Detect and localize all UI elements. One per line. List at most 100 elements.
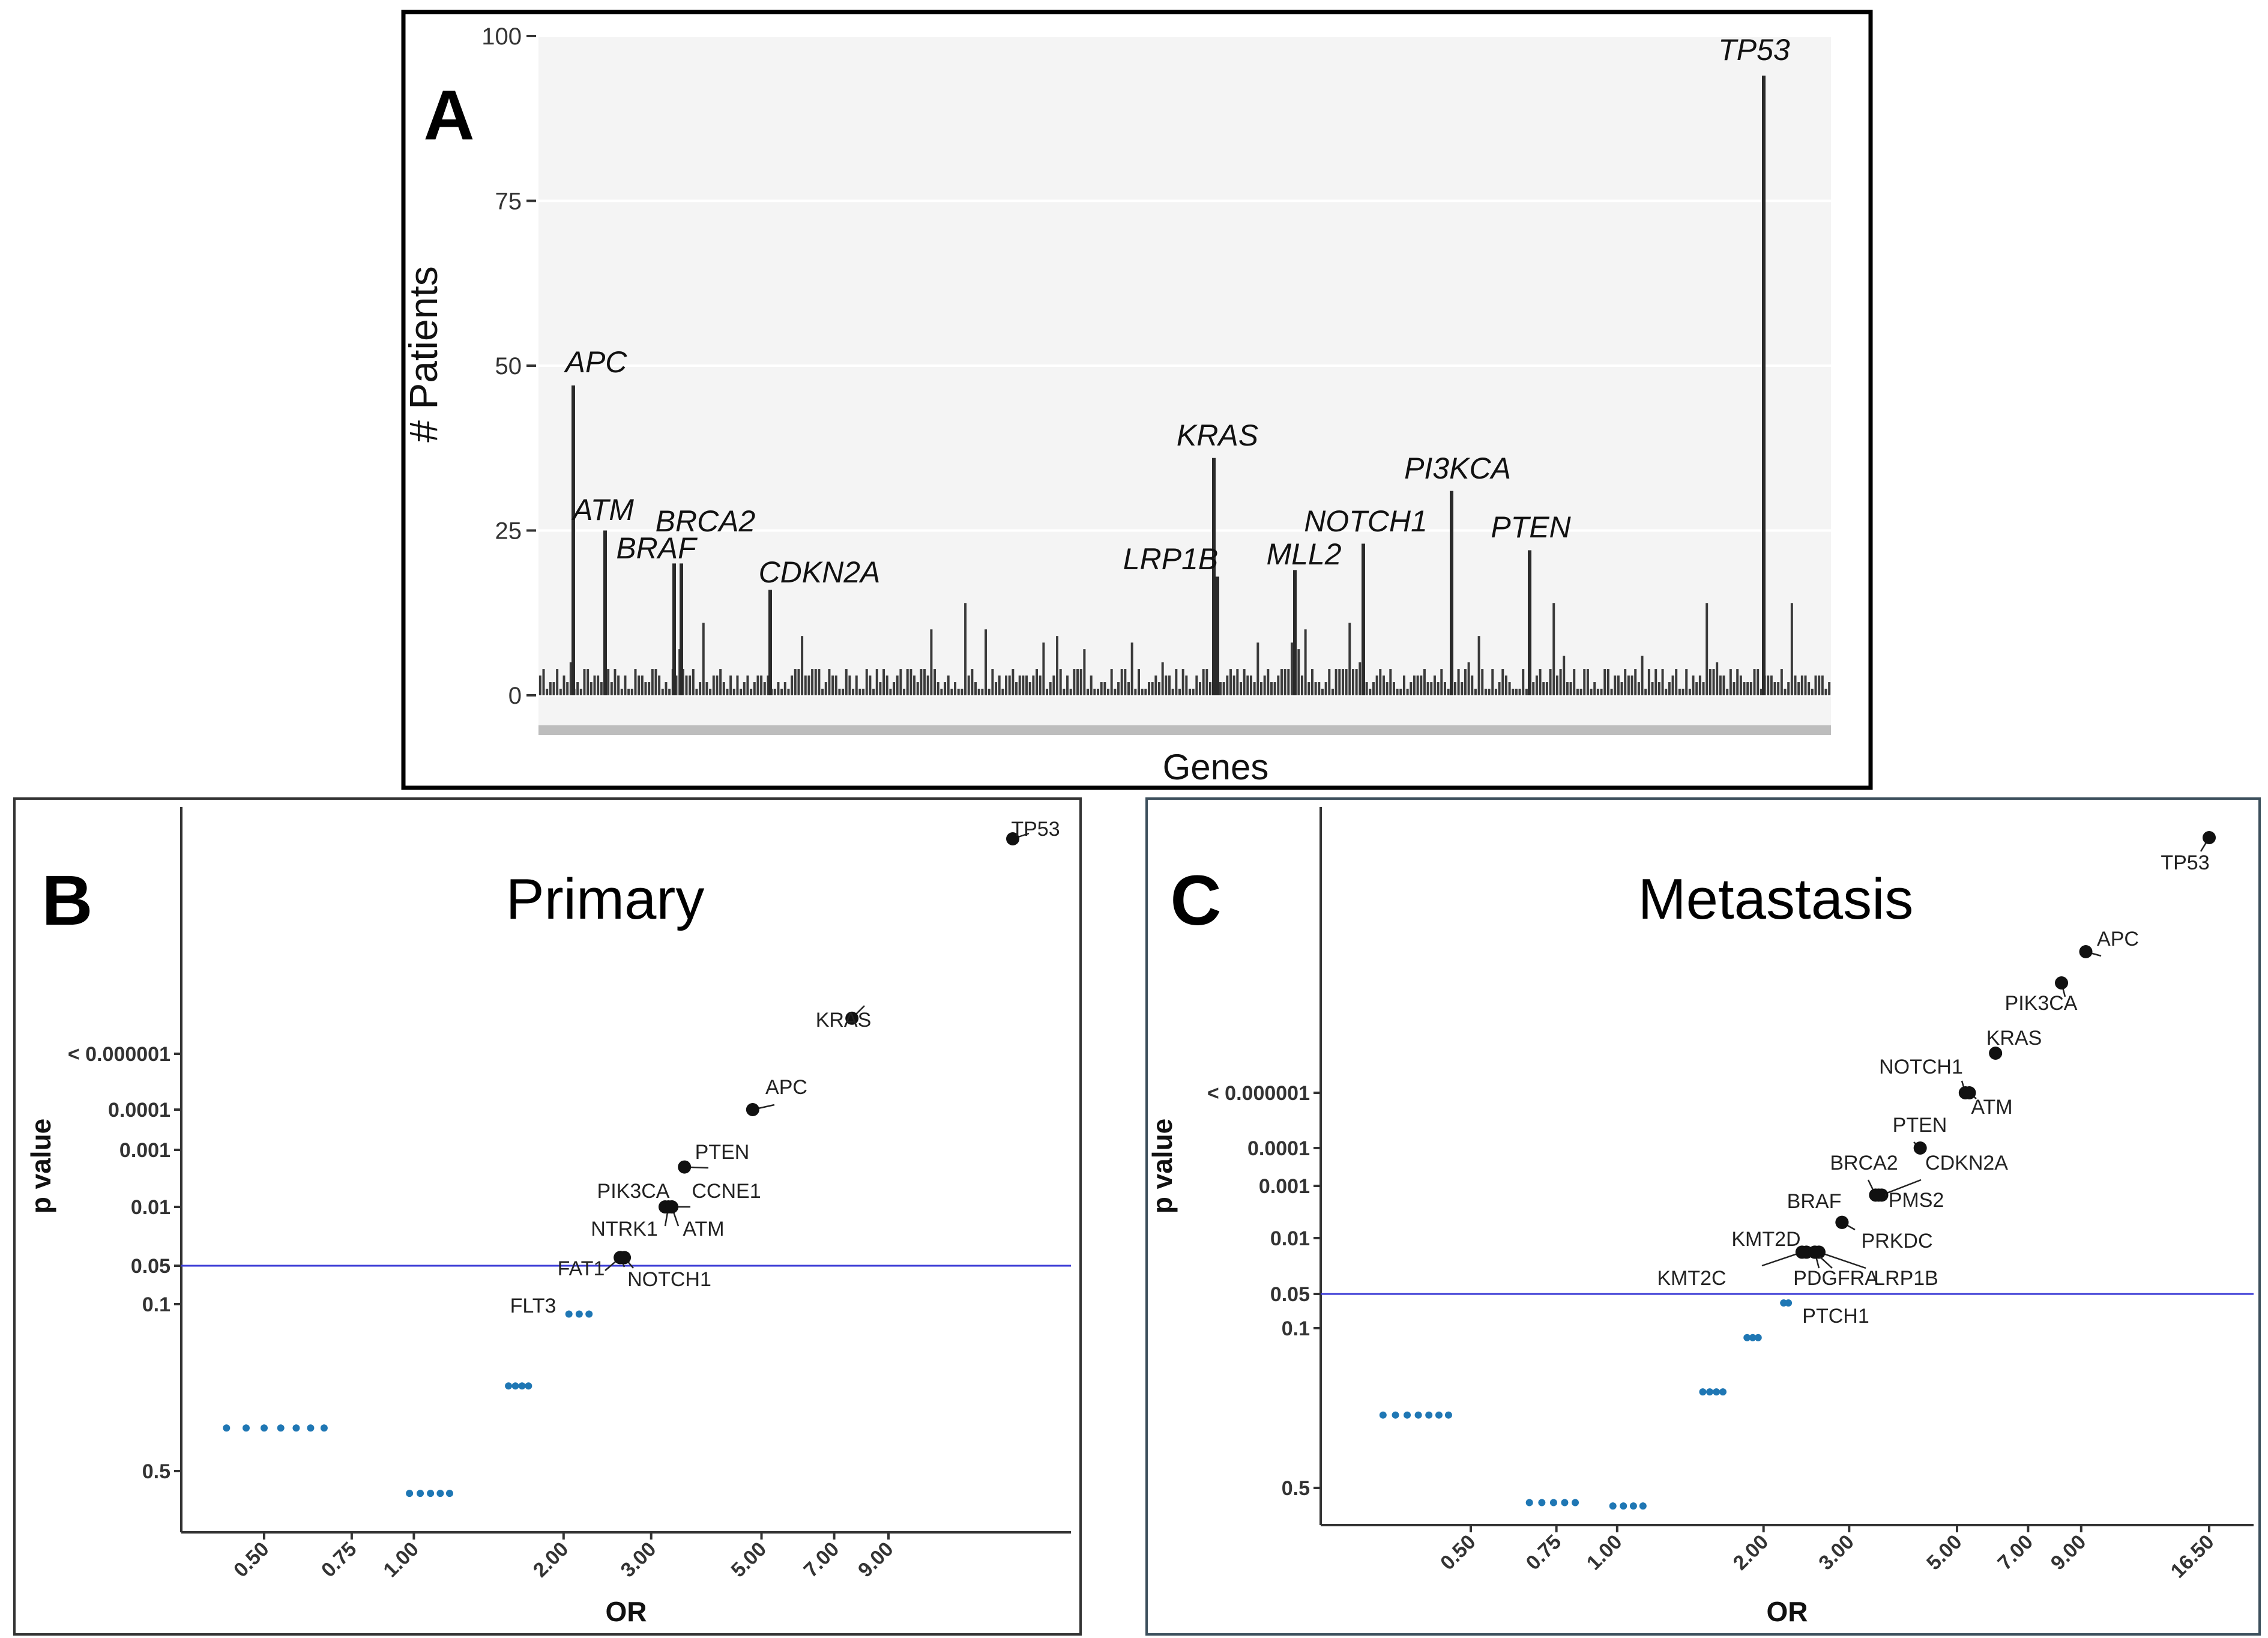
panel-a-bar	[1630, 675, 1633, 695]
panel-a-bar	[1702, 682, 1705, 695]
panel-a-bar	[1042, 642, 1045, 695]
panel-c-point-label: PTEN	[1893, 1114, 1947, 1137]
panel-a-bar	[1491, 669, 1494, 695]
panel-a-bar	[1138, 669, 1140, 695]
panel-a-bar	[600, 682, 603, 695]
panel-b-point-ns	[585, 1310, 593, 1318]
panel-a-bar-braf	[672, 563, 676, 695]
panel-a-bar	[1372, 682, 1375, 695]
panel-a-bar	[1542, 682, 1545, 695]
panel-b-point-label: TP53	[1011, 818, 1060, 841]
panel-b-point-label: KRAS	[816, 1009, 872, 1032]
panel-a-bar	[654, 669, 657, 695]
panel-a-bar	[1012, 669, 1015, 695]
panel-a-bar	[1814, 675, 1817, 695]
panel-a-bar	[1386, 682, 1389, 695]
panel-b-point-ns	[427, 1490, 435, 1497]
panel-a-bar	[903, 689, 906, 695]
panel-c-y-tick-label: 0.1	[1282, 1317, 1310, 1340]
panel-c-y-axis-title: p value	[1147, 1119, 1178, 1214]
panel-a-bar	[1114, 689, 1117, 695]
panel-a-bar	[1052, 675, 1055, 695]
panel-a-bar-pten	[1528, 550, 1531, 695]
panel-a-y-tick-label: 75	[495, 189, 522, 215]
panel-a-bar	[1549, 669, 1552, 695]
panel-a-bar	[1743, 682, 1746, 695]
panel-b-point-ns	[242, 1424, 250, 1432]
panel-a-bar	[1437, 682, 1440, 695]
panel-a-bar	[1199, 682, 1201, 695]
panel-c-y-tick-label: 0.001	[1259, 1175, 1310, 1198]
panel-a-bar	[1464, 669, 1467, 695]
panel-c-point-ns	[1699, 1388, 1707, 1396]
panel-a-bar	[1797, 682, 1800, 695]
panel-a-bar	[726, 689, 729, 695]
panel-a-gene-label: TP53	[1718, 33, 1790, 67]
panel-a-bar	[821, 689, 824, 695]
panel-a-bar	[1583, 669, 1586, 695]
panel-c-point-apc	[2079, 945, 2093, 958]
panel-a-bar	[885, 675, 888, 695]
panel-a-y-tick-label: 0	[508, 683, 522, 709]
panel-a-bar	[1501, 669, 1504, 695]
panel-a-bar	[1518, 689, 1521, 695]
panel-a-bar	[777, 682, 780, 695]
panel-b-point-flt3	[614, 1251, 627, 1265]
panel-a-bar	[1178, 689, 1181, 695]
panel-a-bar	[1022, 675, 1025, 695]
panel-a-bar	[753, 682, 756, 695]
panel-a-bar	[1015, 682, 1018, 695]
panel-a-bar-notch1	[1362, 543, 1365, 695]
panel-a-bar	[1657, 682, 1660, 695]
panel-a-bar	[1706, 603, 1709, 695]
panel-a-bar	[736, 675, 739, 695]
panel-b-point-label: FAT1	[558, 1257, 605, 1280]
panel-a-bar	[1443, 682, 1446, 695]
panel-b-point-ns	[307, 1424, 315, 1432]
panel-a-bar	[695, 689, 698, 695]
panel-a-bar	[1821, 675, 1824, 695]
panel-a-bar	[1090, 675, 1093, 695]
panel-a-bar	[1389, 669, 1392, 695]
panel-a-bar	[1202, 669, 1205, 695]
panel-a-bar	[583, 669, 586, 695]
panel-a-bar	[579, 689, 582, 695]
panel-a-bar	[1189, 689, 1191, 695]
panel-a-bar	[1324, 682, 1327, 695]
panel-b-point-ns	[565, 1310, 573, 1318]
panel-a-bar	[1474, 689, 1477, 695]
panel-a-letter: A	[423, 76, 474, 155]
panel-a-bar	[944, 682, 947, 695]
panel-a-bar	[1695, 682, 1698, 695]
panel-a-bar	[998, 675, 1001, 695]
panel-a-bar	[576, 682, 579, 695]
panel-a-bar	[1488, 689, 1491, 695]
panel-a-bar	[1273, 682, 1276, 695]
panel-a-bar	[947, 675, 950, 695]
panel-a-bar	[1739, 675, 1742, 695]
panel-a-gene-label: MLL2	[1266, 537, 1341, 571]
panel-a-bar	[1141, 689, 1144, 695]
panel-a-bar	[1307, 682, 1310, 695]
panel-a-bar	[1651, 682, 1654, 695]
panel-a-bar	[780, 689, 783, 695]
panel-c-point-ns	[1404, 1411, 1411, 1419]
panel-a-bar	[1066, 675, 1069, 695]
panel-c-point-label: PMS2	[1889, 1189, 1944, 1212]
panel-a-bar	[1504, 675, 1507, 695]
panel-b-point-ns	[436, 1490, 444, 1497]
panel-a-bar	[1236, 669, 1239, 695]
panel-c-point-tp53	[2203, 831, 2216, 844]
panel-c-leader-line	[1818, 1251, 1866, 1269]
panel-a-bar	[1555, 675, 1558, 695]
panel-c-letter: C	[1170, 861, 1221, 940]
panel-a-bar	[889, 689, 892, 695]
panel-a-bar	[638, 675, 641, 695]
panel-a-bar	[834, 675, 837, 695]
panel-a-bar	[1341, 669, 1344, 695]
panel-a-bar	[1413, 675, 1416, 695]
panel-a-bar	[590, 682, 593, 695]
panel-a-bar	[1025, 675, 1028, 695]
panel-a-bar	[961, 689, 964, 695]
